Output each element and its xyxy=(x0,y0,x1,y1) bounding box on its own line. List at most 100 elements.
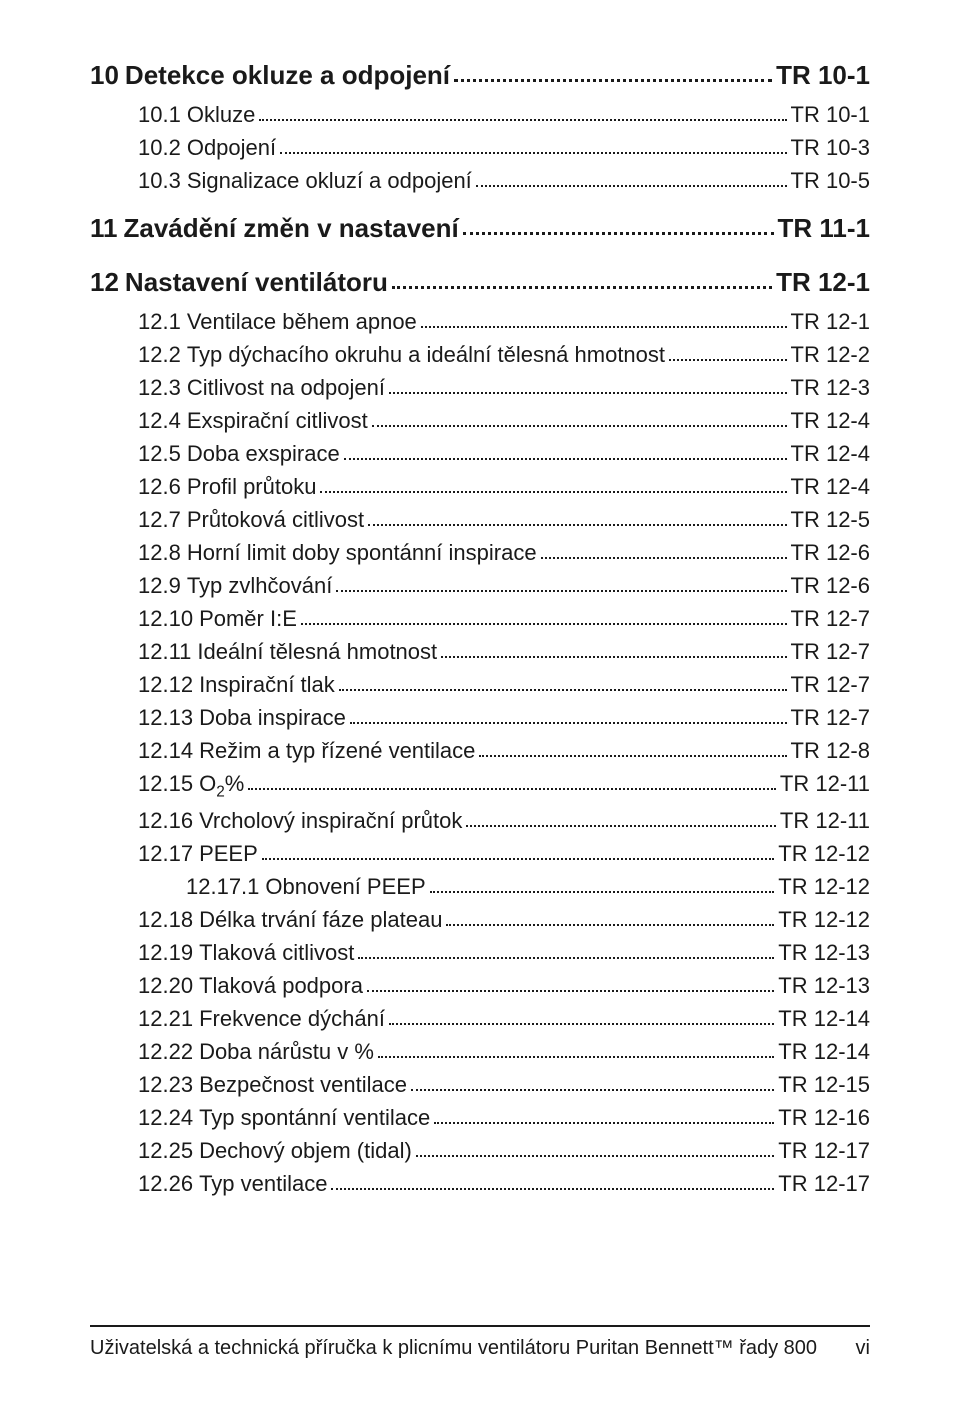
toc-dot-leader xyxy=(368,524,786,526)
table-of-contents: 10Detekce okluze a odpojeníTR 10-110.1Ok… xyxy=(90,48,870,1201)
toc-entry-number: 12.6 xyxy=(138,474,181,500)
toc-entry: 12.20Tlaková podporaTR 12-13 xyxy=(90,973,870,1003)
toc-dot-leader xyxy=(372,425,787,427)
toc-entry-number: 12.21 xyxy=(138,1006,193,1032)
toc-entry-number: 12.14 xyxy=(138,738,193,764)
toc-entry-number: 10.2 xyxy=(138,135,181,161)
toc-entry-page: TR 12-13 xyxy=(778,973,870,999)
page-footer: Uživatelská a technická příručka k plicn… xyxy=(90,1325,870,1360)
toc-entry-page: TR 12-4 xyxy=(791,441,870,467)
toc-entry-title: Ventilace během apnoe xyxy=(181,309,417,335)
toc-entry: 12.14Režim a typ řízené ventilaceTR 12-8 xyxy=(90,738,870,768)
toc-entry-page: TR 12-14 xyxy=(778,1006,870,1032)
toc-entry-title: Typ zvlhčování xyxy=(181,573,333,599)
toc-dot-leader xyxy=(262,858,775,860)
toc-entry-page: TR 12-11 xyxy=(780,808,870,834)
toc-dot-leader xyxy=(358,957,774,959)
toc-entry-number: 12.25 xyxy=(138,1138,193,1164)
toc-dot-leader xyxy=(441,656,786,658)
toc-entry-title: Typ dýchacího okruhu a ideální tělesná h… xyxy=(181,342,665,368)
toc-entry: 12.11Ideální tělesná hmotnostTR 12-7 xyxy=(90,639,870,669)
toc-entry: 12.2Typ dýchacího okruhu a ideální těles… xyxy=(90,342,870,372)
toc-entry-title: Dechový objem (tidal) xyxy=(193,1138,412,1164)
toc-entry-page: TR 12-1 xyxy=(776,267,870,298)
toc-entry-title: Bezpečnost ventilace xyxy=(193,1072,407,1098)
toc-entry: 12.18Délka trvání fáze plateauTR 12-12 xyxy=(90,907,870,937)
toc-dot-leader xyxy=(476,185,787,187)
toc-entry-title: Vrcholový inspirační průtok xyxy=(193,808,462,834)
toc-entry: 10.1Okluze TR 10-1 xyxy=(90,102,870,132)
toc-dot-leader xyxy=(463,232,774,235)
toc-entry-title: Inspirační tlak xyxy=(193,672,335,698)
toc-entry: 12.21Frekvence dýcháníTR 12-14 xyxy=(90,1006,870,1036)
toc-dot-leader xyxy=(416,1155,774,1157)
toc-entry-title: Doba exspirace xyxy=(181,441,340,467)
toc-entry-title: Exspirační citlivost xyxy=(181,408,368,434)
toc-entry-number: 12.23 xyxy=(138,1072,193,1098)
toc-entry: 12.16Vrcholový inspirační průtokTR 12-11 xyxy=(90,808,870,838)
toc-entry-number: 12.10 xyxy=(138,606,193,632)
toc-entry-number: 12.8 xyxy=(138,540,181,566)
toc-entry-title: Horní limit doby spontánní inspirace xyxy=(181,540,537,566)
toc-dot-leader xyxy=(446,924,774,926)
toc-entry-page: TR 12-13 xyxy=(778,940,870,966)
toc-entry-page: TR 12-1 xyxy=(791,309,870,335)
toc-dot-leader xyxy=(320,491,786,493)
toc-entry-number: 12.26 xyxy=(138,1171,193,1197)
toc-entry-page: TR 12-12 xyxy=(778,841,870,867)
toc-entry-number: 12.2 xyxy=(138,342,181,368)
toc-entry: 12.22Doba nárůstu v %TR 12-14 xyxy=(90,1039,870,1069)
toc-dot-leader xyxy=(389,392,787,394)
toc-entry-number: 12.4 xyxy=(138,408,181,434)
toc-entry-title: Průtoková citlivost xyxy=(181,507,364,533)
toc-dot-leader xyxy=(301,623,787,625)
toc-entry-page: TR 12-6 xyxy=(791,540,870,566)
toc-entry-title: Režim a typ řízené ventilace xyxy=(193,738,475,764)
toc-entry-page: TR 12-17 xyxy=(778,1171,870,1197)
toc-dot-leader xyxy=(392,286,772,289)
toc-entry-title: Doba inspirace xyxy=(193,705,346,731)
footer-rule xyxy=(90,1325,870,1327)
toc-entry-page: TR 12-11 xyxy=(780,771,870,797)
toc-entry: 12.15O2%TR 12-11 xyxy=(90,771,870,805)
toc-entry: 12.1Ventilace během apnoe TR 12-1 xyxy=(90,309,870,339)
toc-entry: 12Nastavení ventilátoruTR 12-1 xyxy=(90,255,870,306)
toc-entry: 12.4Exspirační citlivostTR 12-4 xyxy=(90,408,870,438)
toc-entry-page: TR 12-3 xyxy=(791,375,870,401)
toc-entry: 12.8Horní limit doby spontánní inspirace… xyxy=(90,540,870,570)
toc-entry: 12.17.1Obnovení PEEPTR 12-12 xyxy=(90,874,870,904)
toc-dot-leader xyxy=(248,788,776,790)
toc-entry-number: 10.1 xyxy=(138,102,181,128)
toc-entry-title: Zavádění změn v nastavení xyxy=(118,213,459,244)
toc-entry-number: 12.1 xyxy=(138,309,181,335)
toc-entry: 12.5Doba exspiraceTR 12-4 xyxy=(90,441,870,471)
toc-entry: 12.26Typ ventilaceTR 12-17 xyxy=(90,1171,870,1201)
footer-page-number: vi xyxy=(856,1337,870,1360)
toc-entry: 12.6Profil průtokuTR 12-4 xyxy=(90,474,870,504)
toc-dot-leader xyxy=(454,79,772,82)
toc-entry-title: Odpojení xyxy=(181,135,276,161)
toc-entry-title: Tlaková citlivost xyxy=(193,940,354,966)
toc-entry-title: Okluze xyxy=(181,102,255,128)
toc-dot-leader xyxy=(280,152,786,154)
toc-entry-title: Poměr I:E xyxy=(193,606,297,632)
toc-entry-title: Ideální tělesná hmotnost xyxy=(191,639,437,665)
toc-entry-title: Délka trvání fáze plateau xyxy=(193,907,442,933)
toc-entry-page: TR 12-7 xyxy=(791,672,870,698)
toc-entry-page: TR 12-4 xyxy=(791,474,870,500)
toc-entry: 12.10Poměr I:ETR 12-7 xyxy=(90,606,870,636)
toc-entry: 12.17PEEPTR 12-12 xyxy=(90,841,870,871)
toc-entry-page: TR 10-1 xyxy=(791,102,870,128)
toc-dot-leader xyxy=(331,1188,774,1190)
toc-entry-page: TR 12-7 xyxy=(791,639,870,665)
toc-dot-leader xyxy=(339,689,787,691)
toc-entry-page: TR 12-2 xyxy=(791,342,870,368)
toc-dot-leader xyxy=(421,326,787,328)
toc-entry: 12.7Průtoková citlivostTR 12-5 xyxy=(90,507,870,537)
toc-entry-number: 12.24 xyxy=(138,1105,193,1131)
toc-dot-leader xyxy=(378,1056,774,1058)
toc-entry-number: 10 xyxy=(90,60,119,91)
toc-dot-leader xyxy=(367,990,774,992)
toc-entry-page: TR 12-12 xyxy=(778,907,870,933)
toc-entry-page: TR 10-3 xyxy=(791,135,870,161)
